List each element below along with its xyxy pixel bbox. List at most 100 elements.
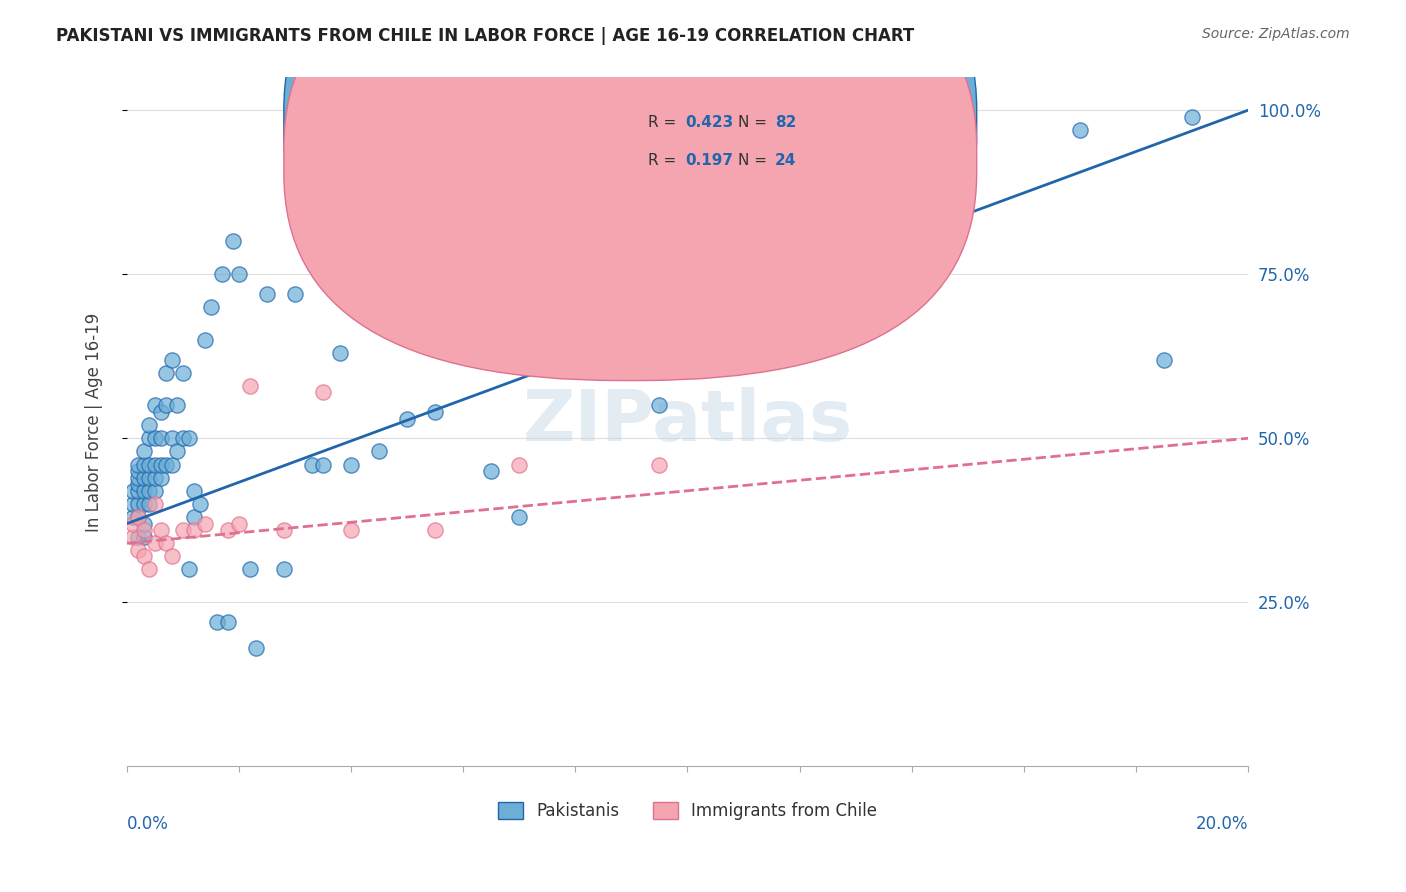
Point bbox=[121, 510, 143, 524]
Text: ZIPatlas: ZIPatlas bbox=[523, 387, 852, 457]
Point bbox=[138, 483, 160, 498]
Point bbox=[138, 431, 160, 445]
Point bbox=[312, 385, 335, 400]
Text: 82: 82 bbox=[775, 115, 796, 129]
Point bbox=[160, 458, 183, 472]
Point bbox=[183, 483, 205, 498]
Point bbox=[132, 458, 155, 472]
Point bbox=[121, 530, 143, 544]
Point bbox=[508, 458, 530, 472]
Point bbox=[183, 510, 205, 524]
Point bbox=[143, 483, 166, 498]
Point bbox=[166, 399, 188, 413]
Point bbox=[155, 366, 177, 380]
Point bbox=[451, 267, 474, 281]
Point bbox=[183, 523, 205, 537]
Point bbox=[127, 470, 149, 484]
Point bbox=[132, 549, 155, 564]
Point bbox=[149, 470, 172, 484]
Point bbox=[340, 458, 363, 472]
Point bbox=[155, 399, 177, 413]
Point bbox=[127, 464, 149, 478]
Point bbox=[132, 444, 155, 458]
Point bbox=[132, 497, 155, 511]
Point bbox=[564, 136, 586, 150]
Point bbox=[256, 287, 278, 301]
Point bbox=[312, 458, 335, 472]
Point bbox=[733, 202, 755, 216]
Text: 20.0%: 20.0% bbox=[1195, 814, 1249, 832]
Point bbox=[143, 536, 166, 550]
Point bbox=[149, 405, 172, 419]
Point bbox=[127, 542, 149, 557]
Point bbox=[508, 510, 530, 524]
Point bbox=[676, 195, 699, 210]
Point bbox=[149, 523, 172, 537]
Point bbox=[789, 182, 811, 196]
Point bbox=[127, 477, 149, 491]
Point bbox=[143, 399, 166, 413]
Text: PAKISTANI VS IMMIGRANTS FROM CHILE IN LABOR FORCE | AGE 16-19 CORRELATION CHART: PAKISTANI VS IMMIGRANTS FROM CHILE IN LA… bbox=[56, 27, 914, 45]
Point bbox=[132, 470, 155, 484]
Point bbox=[340, 523, 363, 537]
Point bbox=[132, 516, 155, 531]
Point bbox=[205, 615, 228, 629]
Point bbox=[121, 516, 143, 531]
Point bbox=[479, 464, 502, 478]
Point bbox=[160, 431, 183, 445]
Point bbox=[177, 431, 200, 445]
Point bbox=[138, 418, 160, 433]
Text: Source: ZipAtlas.com: Source: ZipAtlas.com bbox=[1202, 27, 1350, 41]
Text: R =: R = bbox=[648, 115, 682, 129]
Point bbox=[217, 615, 239, 629]
Point bbox=[425, 523, 447, 537]
Point bbox=[172, 431, 194, 445]
Point bbox=[648, 399, 671, 413]
Point bbox=[127, 530, 149, 544]
Point bbox=[143, 431, 166, 445]
Point bbox=[160, 549, 183, 564]
Point bbox=[132, 523, 155, 537]
Point bbox=[155, 458, 177, 472]
Point bbox=[149, 458, 172, 472]
Point bbox=[188, 497, 211, 511]
Point bbox=[121, 497, 143, 511]
Point bbox=[143, 470, 166, 484]
Point bbox=[273, 523, 295, 537]
FancyBboxPatch shape bbox=[284, 0, 977, 343]
Point bbox=[132, 530, 155, 544]
Point bbox=[138, 562, 160, 576]
Text: 0.197: 0.197 bbox=[685, 153, 733, 168]
Text: 0.0%: 0.0% bbox=[127, 814, 169, 832]
Point bbox=[132, 483, 155, 498]
Y-axis label: In Labor Force | Age 16-19: In Labor Force | Age 16-19 bbox=[86, 312, 103, 532]
Text: R =: R = bbox=[648, 153, 682, 168]
Point bbox=[239, 379, 262, 393]
Text: N =: N = bbox=[738, 153, 772, 168]
Point bbox=[620, 235, 643, 249]
Point bbox=[200, 300, 222, 314]
Point bbox=[194, 516, 217, 531]
Text: 0.423: 0.423 bbox=[685, 115, 734, 129]
Point bbox=[1181, 110, 1204, 124]
Point bbox=[138, 470, 160, 484]
Point bbox=[127, 510, 149, 524]
Point bbox=[138, 458, 160, 472]
Point bbox=[329, 346, 352, 360]
Point bbox=[177, 562, 200, 576]
Point bbox=[149, 431, 172, 445]
Point bbox=[284, 287, 307, 301]
Point bbox=[172, 523, 194, 537]
Point bbox=[127, 497, 149, 511]
Point bbox=[1153, 352, 1175, 367]
Point bbox=[239, 562, 262, 576]
Point bbox=[211, 267, 233, 281]
Point bbox=[155, 536, 177, 550]
Text: N =: N = bbox=[738, 115, 772, 129]
Point bbox=[536, 235, 558, 249]
Point bbox=[166, 444, 188, 458]
Point bbox=[301, 458, 323, 472]
Point bbox=[222, 235, 245, 249]
Point bbox=[425, 405, 447, 419]
Point bbox=[217, 523, 239, 537]
